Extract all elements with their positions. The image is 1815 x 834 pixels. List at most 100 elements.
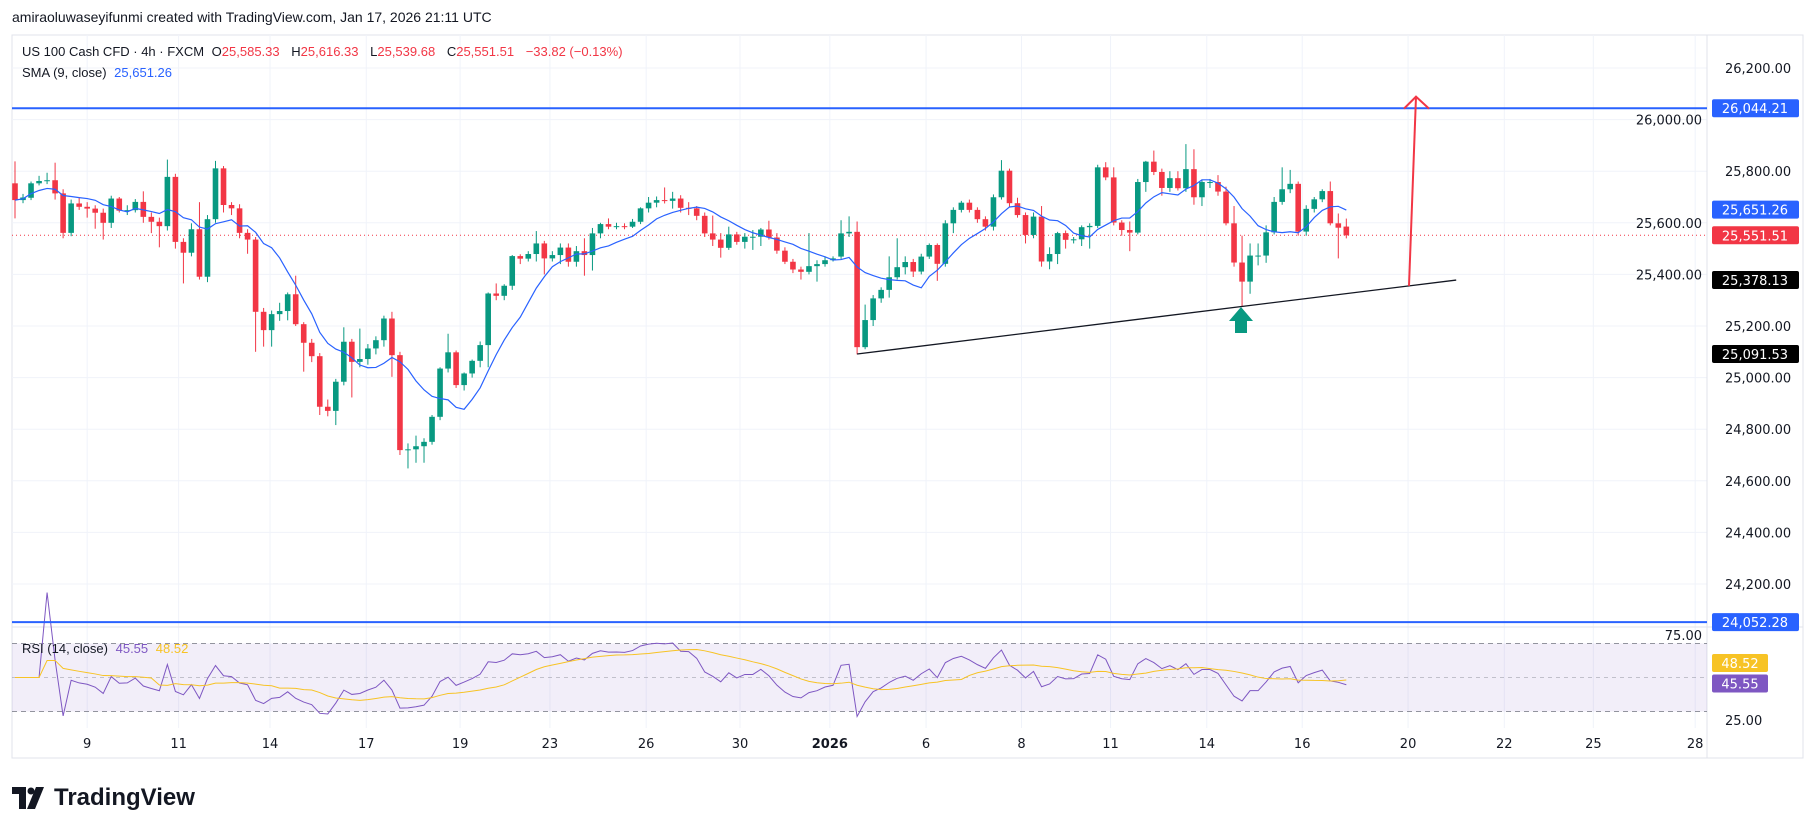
- candle-body: [990, 197, 997, 227]
- candle-body: [870, 298, 876, 321]
- candle-body: [92, 208, 98, 213]
- time-tick-label: 19: [452, 737, 469, 752]
- candle-body: [661, 200, 668, 202]
- time-tick-label: 30: [732, 737, 749, 752]
- candle-body: [974, 209, 981, 220]
- sma-line: [14, 179, 1347, 410]
- candle-body: [734, 234, 740, 242]
- candle-body: [1335, 223, 1342, 228]
- candle-body: [212, 168, 219, 220]
- candle-body: [846, 231, 852, 234]
- candle-body: [934, 244, 941, 264]
- candle-body: [830, 258, 836, 261]
- candle-body: [766, 229, 772, 238]
- rsi-legend[interactable]: RSI (14, close) 45.55 48.52: [22, 641, 192, 656]
- candle-body: [1231, 223, 1237, 263]
- sma-tag-label: 25,651.26: [1722, 204, 1788, 219]
- time-axis[interactable]: 9 11 14 17 19 23 26 30 2026 6 8 11 14 16 20 22 25 28: [83, 737, 1703, 752]
- horizontal-levels: [12, 107, 1707, 624]
- candle-body: [292, 294, 299, 325]
- candle-body: [1110, 177, 1117, 223]
- candle-body: [1239, 262, 1245, 282]
- candle-body: [902, 262, 909, 268]
- sma-legend[interactable]: SMA (9, close) 25,651.26: [22, 65, 176, 80]
- support-level-tag-label: 24,052.28: [1722, 616, 1788, 631]
- rsi-label: RSI (14, close): [22, 641, 108, 656]
- candle-body: [998, 170, 1005, 198]
- candle-body: [1062, 233, 1069, 240]
- candle-body: [389, 318, 395, 356]
- price-tick-label: 26,000.00: [1636, 114, 1702, 129]
- candle-body: [28, 183, 34, 198]
- last-price-tag: [1712, 226, 1799, 245]
- trendline-start-tag: [1712, 344, 1799, 363]
- candle-body: [1102, 167, 1109, 178]
- candle-body: [100, 212, 107, 223]
- candle-body: [565, 247, 572, 262]
- time-tick-label: 9: [83, 737, 91, 752]
- time-tick-label: 25: [1585, 737, 1602, 752]
- candle-body: [1255, 255, 1261, 257]
- candle-body: [549, 255, 556, 259]
- candle-body: [341, 341, 347, 382]
- candle-body: [790, 261, 796, 270]
- time-tick-label: 22: [1496, 737, 1513, 752]
- candle-body: [421, 441, 427, 447]
- trendline-end-tag-label: 25,378.13: [1722, 274, 1788, 289]
- candle-body: [878, 289, 884, 299]
- candle-body: [333, 381, 339, 411]
- candle-body: [1014, 203, 1021, 216]
- candle-body: [1135, 182, 1141, 233]
- rsi-ma-value: 48.52: [155, 641, 189, 656]
- candle-body: [445, 352, 451, 369]
- candle-body: [308, 342, 315, 357]
- candle-body: [1215, 182, 1221, 192]
- candle-body: [485, 293, 491, 346]
- resistance-level-tag: [1712, 99, 1799, 118]
- candle-body: [509, 256, 516, 286]
- time-tick-label: 23: [542, 737, 559, 752]
- resistance-level-tag-label: 26,044.21: [1722, 102, 1788, 117]
- candle-body: [1199, 182, 1205, 198]
- candle-body: [1078, 227, 1085, 240]
- candle-body: [966, 202, 973, 210]
- close-group: C25,551.51: [447, 44, 518, 59]
- candle-body: [982, 219, 989, 227]
- candle-body: [132, 201, 139, 211]
- time-tick-label: 28: [1687, 737, 1704, 752]
- time-tick-label: 14: [1198, 737, 1215, 752]
- target-arrowhead-icon: [1403, 95, 1430, 110]
- candle-body: [918, 256, 925, 272]
- candle-body: [365, 348, 371, 360]
- candle-body: [589, 233, 596, 256]
- price-tick-label: 25,000.00: [1725, 372, 1791, 387]
- trendline-start-tag-label: 25,091.53: [1722, 348, 1788, 363]
- candle-body: [653, 200, 660, 203]
- price-axis[interactable]: 26,200.00 26,000.00 25,800.00 25,600.00 25,4…: [1636, 62, 1791, 729]
- open-value: 25,585.33: [221, 44, 280, 59]
- price-tick-label: 24,200.00: [1725, 578, 1791, 593]
- candle-body: [1054, 233, 1061, 255]
- tradingview-logo[interactable]: TradingView: [12, 784, 195, 812]
- chart-credit: amiraoluwaseyifunmi created with Trading…: [12, 9, 492, 25]
- candle-body: [645, 202, 652, 209]
- sma-label: SMA (9, close): [22, 65, 107, 80]
- candle-body: [1151, 161, 1157, 172]
- candle-body: [172, 176, 179, 242]
- candle-body: [493, 293, 499, 296]
- time-tick-label: 11: [170, 737, 187, 752]
- candle-body: [742, 236, 748, 242]
- candle-body: [1159, 171, 1165, 188]
- candle-body: [477, 345, 483, 361]
- time-tick-label: 8: [1017, 737, 1025, 752]
- candle-body: [629, 221, 636, 227]
- rsi-ma-tag-label: 48.52: [1721, 657, 1758, 672]
- candle-body: [60, 193, 66, 233]
- candle-body: [1046, 254, 1053, 262]
- candle-body: [1094, 167, 1101, 226]
- candle-body: [910, 262, 917, 272]
- candle-body: [1126, 230, 1133, 233]
- candle-body: [814, 264, 820, 267]
- time-tick-label: 2026: [812, 737, 848, 752]
